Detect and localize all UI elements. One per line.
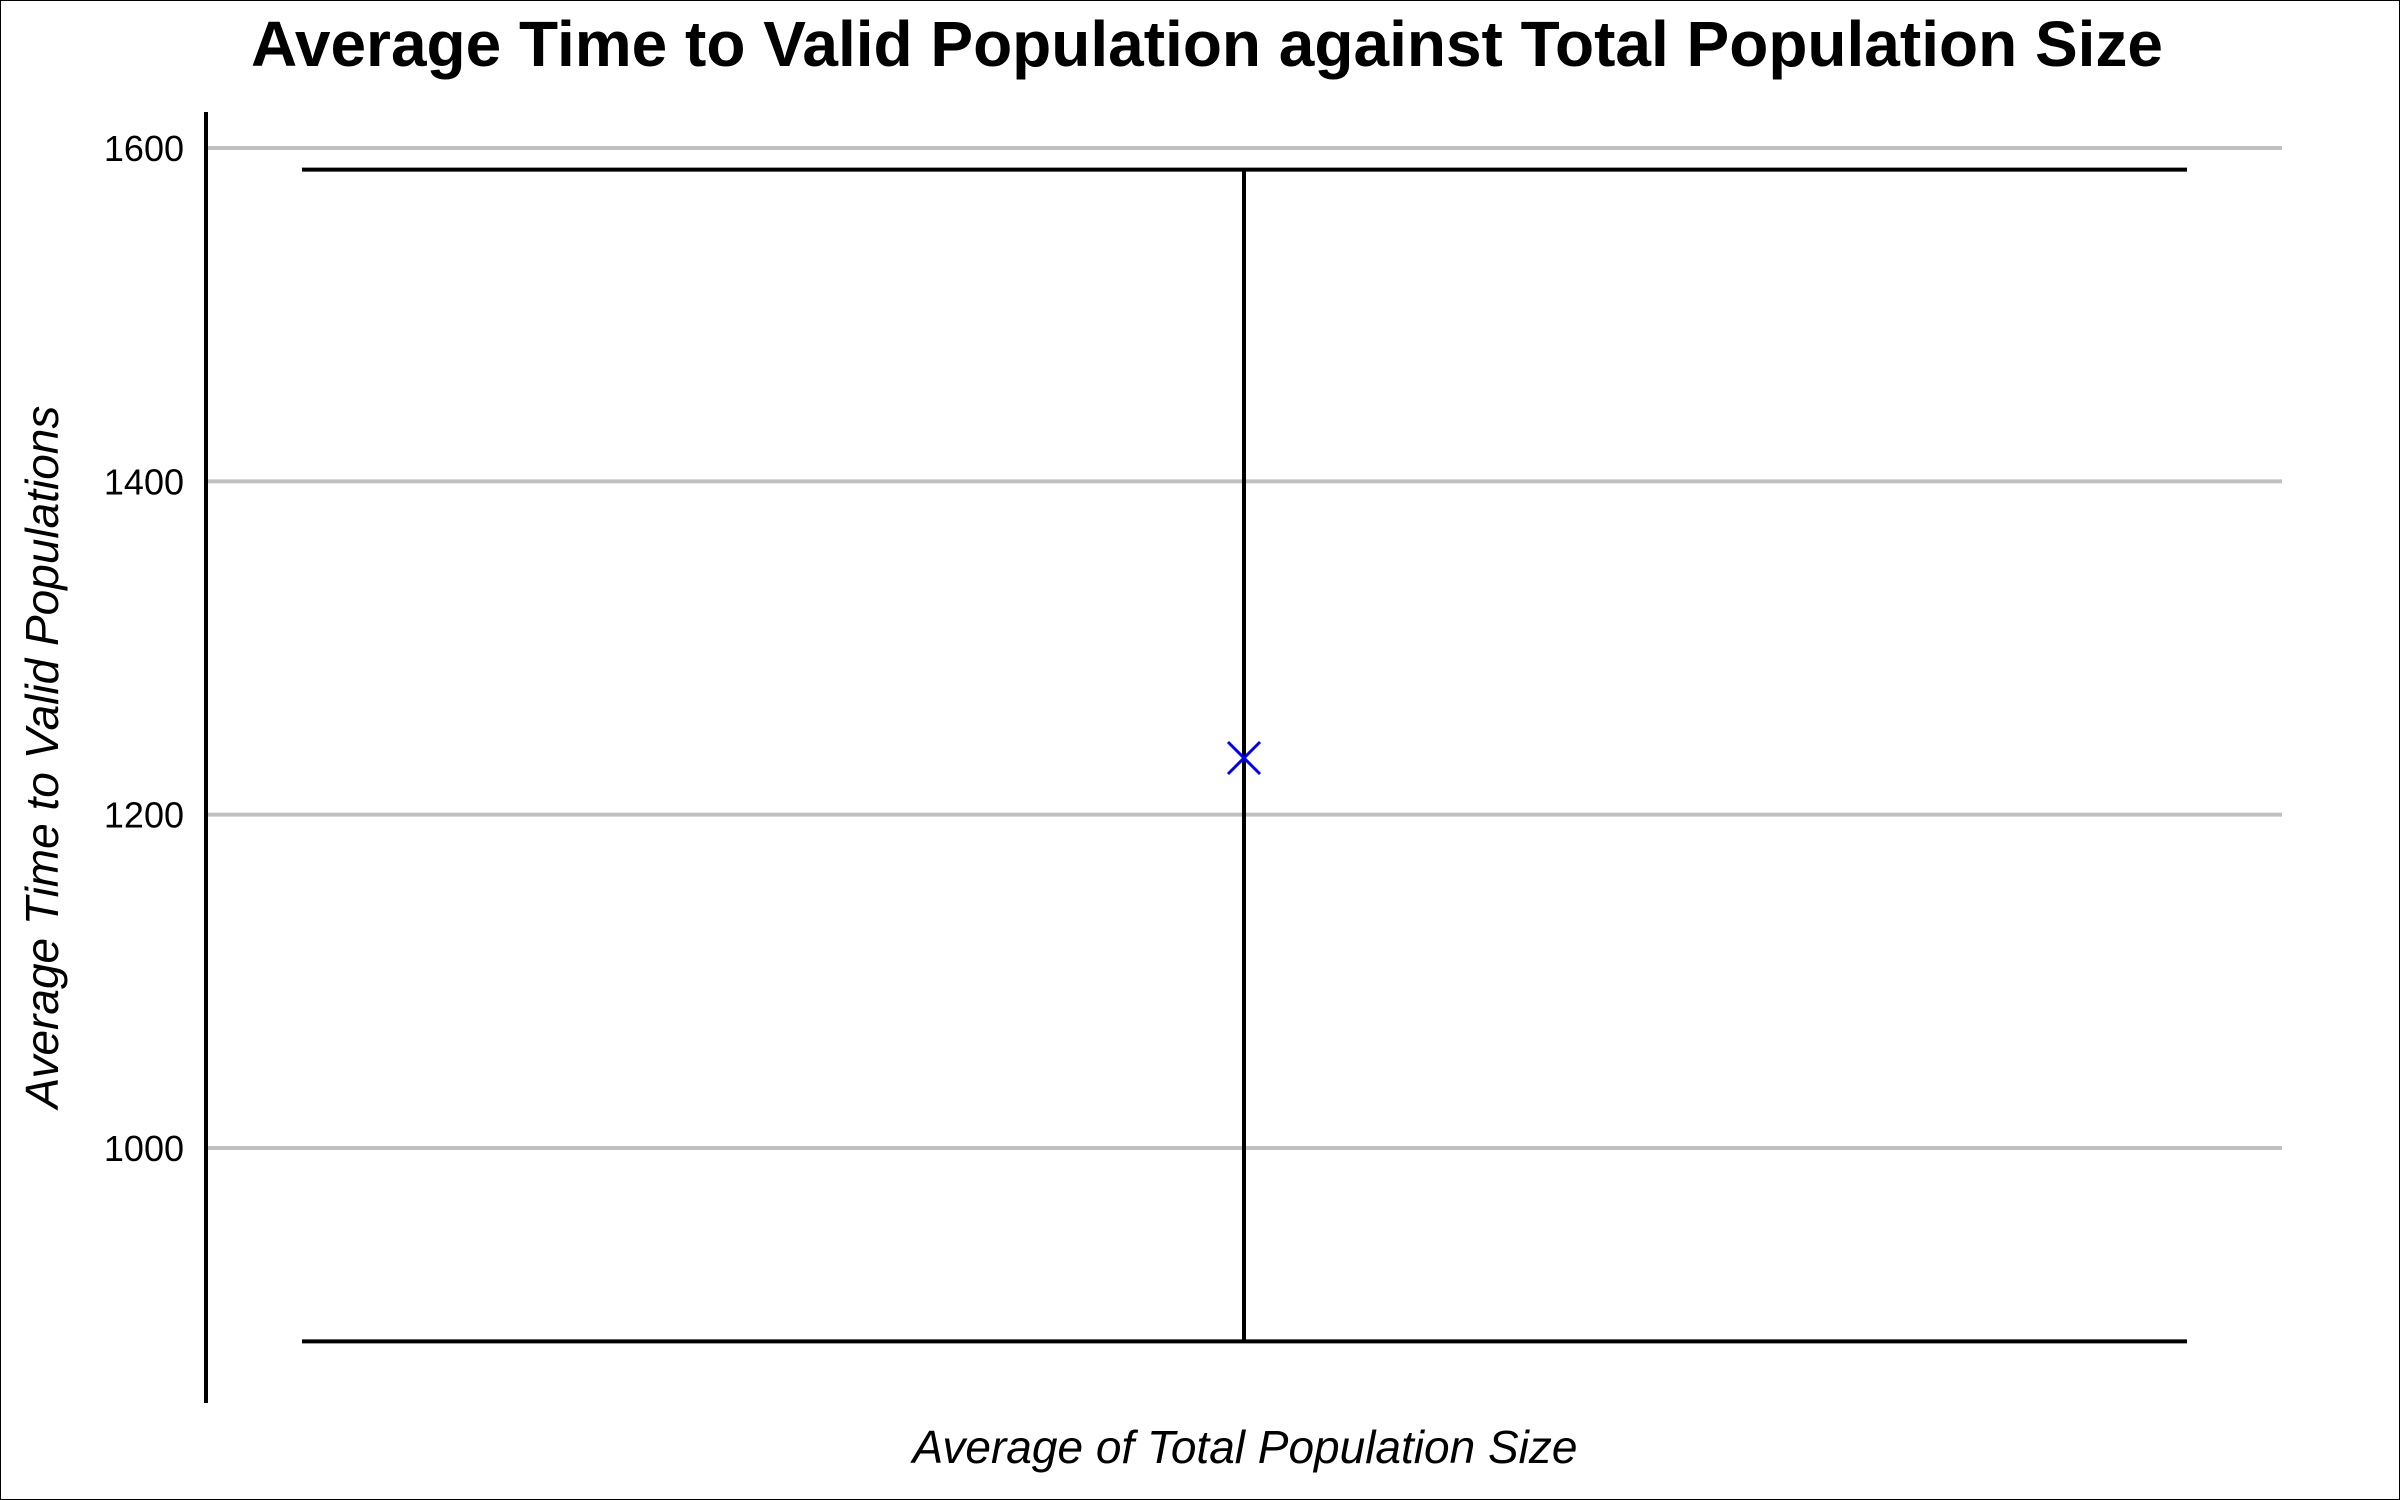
y-tick-label-1400: 1400: [104, 461, 184, 502]
x-axis-label: Average of Total Population Size: [910, 1421, 1578, 1473]
y-axis-label: Average Time to Valid Populations: [16, 406, 68, 1112]
data-point-marker: [1226, 740, 1262, 776]
chart-title: Average Time to Valid Population against…: [251, 8, 2163, 80]
error-bars: [302, 167, 2187, 1344]
y-tick-label-1600: 1600: [104, 128, 184, 169]
y-tick-label-1200: 1200: [104, 795, 184, 836]
y-tick-labels: 1000 1200 1400 1600: [104, 128, 184, 1169]
data-markers: [1226, 740, 1262, 776]
y-tick-label-1000: 1000: [104, 1128, 184, 1169]
